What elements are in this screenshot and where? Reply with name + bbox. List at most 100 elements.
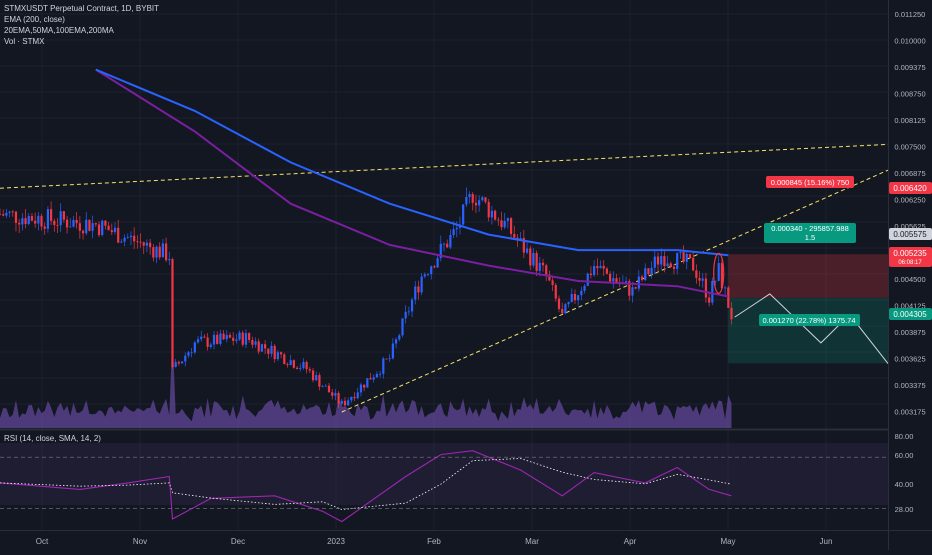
candle-body <box>283 354 286 364</box>
price-axis[interactable]: 0.011250 0.010000 0.009375 0.008750 0.008125… <box>894 10 925 417</box>
time-axis[interactable]: Oct Nov Dec 2023 Feb Mar Apr May Jun <box>36 537 833 546</box>
candle-body <box>513 233 516 238</box>
highlight-ellipse[interactable] <box>713 252 725 294</box>
svg-text:06:08:17: 06:08:17 <box>898 260 922 266</box>
candle-body <box>244 333 248 345</box>
candle-body <box>372 377 375 380</box>
candle-body <box>433 266 436 268</box>
candle-body <box>152 247 155 258</box>
candle-body <box>423 274 426 277</box>
lower-trendline[interactable] <box>341 169 889 413</box>
candle-body <box>91 223 94 231</box>
indicator-volume[interactable]: Vol · STMX <box>4 37 45 46</box>
candle-body <box>605 268 609 274</box>
candle-body <box>184 355 187 362</box>
candle-body <box>653 256 656 268</box>
candle-body <box>497 219 500 221</box>
candle-body <box>110 230 113 233</box>
candle-body <box>446 243 449 248</box>
price-tick-label: 0.003625 <box>894 355 925 364</box>
time-tick-label: May <box>720 537 735 546</box>
candle-body <box>720 263 723 289</box>
candle-body <box>551 280 554 285</box>
candle-body <box>273 345 276 360</box>
candle-body <box>81 230 85 234</box>
projection-path[interactable] <box>734 293 889 364</box>
candle-body <box>727 287 730 308</box>
candle-body <box>577 295 580 301</box>
candle-body <box>129 235 133 238</box>
candle-body <box>506 218 509 221</box>
time-tick-label: Feb <box>427 537 441 546</box>
red-tag-2: 0.005235 06:08:17 <box>889 247 932 267</box>
candle-body <box>241 332 244 345</box>
candle-body <box>155 246 158 258</box>
time-tick-label: Jun <box>820 537 833 546</box>
candle-body <box>640 276 644 281</box>
candle-body <box>366 378 369 388</box>
candle-body <box>417 286 420 293</box>
rsi-axis[interactable]: 80.00 60.00 40.00 28.00 <box>895 432 914 514</box>
svg-text:0.005575: 0.005575 <box>893 230 927 239</box>
candle-body <box>548 274 551 281</box>
candle-body <box>18 222 21 225</box>
svg-text:1.5: 1.5 <box>805 233 815 242</box>
candle-body <box>203 336 206 338</box>
candle-body <box>53 220 56 226</box>
candle-body <box>494 210 497 220</box>
candle-body <box>324 385 327 387</box>
position-tool[interactable] <box>728 254 888 364</box>
candle-body <box>88 219 91 231</box>
candle-body <box>554 284 557 299</box>
candle-body <box>398 335 401 340</box>
svg-text:0.000845 (15.16%) 750: 0.000845 (15.16%) 750 <box>771 178 849 187</box>
candle-body <box>139 241 142 243</box>
symbol-title[interactable]: STMXUSDT Perpetual Contract, 1D, BYBIT <box>4 4 160 13</box>
candle-body <box>78 223 81 231</box>
candle-body <box>650 267 653 275</box>
candle-body <box>267 348 270 354</box>
candle-body <box>206 337 209 347</box>
candle-body <box>420 276 423 293</box>
rsi-title[interactable]: RSI (14, close, SMA, 14, 2) <box>4 434 101 443</box>
candle-body <box>292 360 295 368</box>
candle-body <box>104 220 107 226</box>
candle-body <box>289 360 292 365</box>
candle-body <box>682 252 685 262</box>
candle-body <box>465 197 468 205</box>
candle-body <box>401 318 404 336</box>
candle-body <box>410 299 414 312</box>
svg-text:0.006420: 0.006420 <box>893 184 927 193</box>
candle-body <box>65 219 69 228</box>
time-tick-label: Nov <box>133 537 147 546</box>
candle-body <box>216 334 219 344</box>
candle-body <box>85 219 88 234</box>
candle-body <box>487 201 490 218</box>
stop-zone[interactable] <box>728 254 888 298</box>
candle-body <box>660 256 663 265</box>
candle-body <box>286 363 289 365</box>
candle-body <box>663 256 666 267</box>
price-tick-label: 0.003875 <box>894 328 925 337</box>
candle-body <box>688 254 692 258</box>
candle-body <box>190 352 193 354</box>
upper-trendline[interactable] <box>0 143 889 189</box>
candle-body <box>407 311 410 313</box>
rsi-tick-label: 28.00 <box>895 505 914 514</box>
time-tick-label: Dec <box>231 537 245 546</box>
candle-body <box>340 400 343 404</box>
candle-body <box>672 266 676 269</box>
indicator-ema200[interactable]: EMA (200, close) <box>4 15 65 24</box>
candle-body <box>101 220 104 236</box>
candle-body <box>158 246 161 258</box>
candle-body <box>375 373 379 378</box>
green-tag: 0.004305 <box>889 308 932 320</box>
candle-body <box>701 278 704 281</box>
indicator-mas[interactable]: 20EMA,50MA,100EMA,200MA <box>4 26 114 35</box>
candle-body <box>209 344 212 347</box>
candle-body <box>260 344 264 352</box>
candle-body <box>535 252 538 271</box>
candle-body <box>637 276 640 289</box>
